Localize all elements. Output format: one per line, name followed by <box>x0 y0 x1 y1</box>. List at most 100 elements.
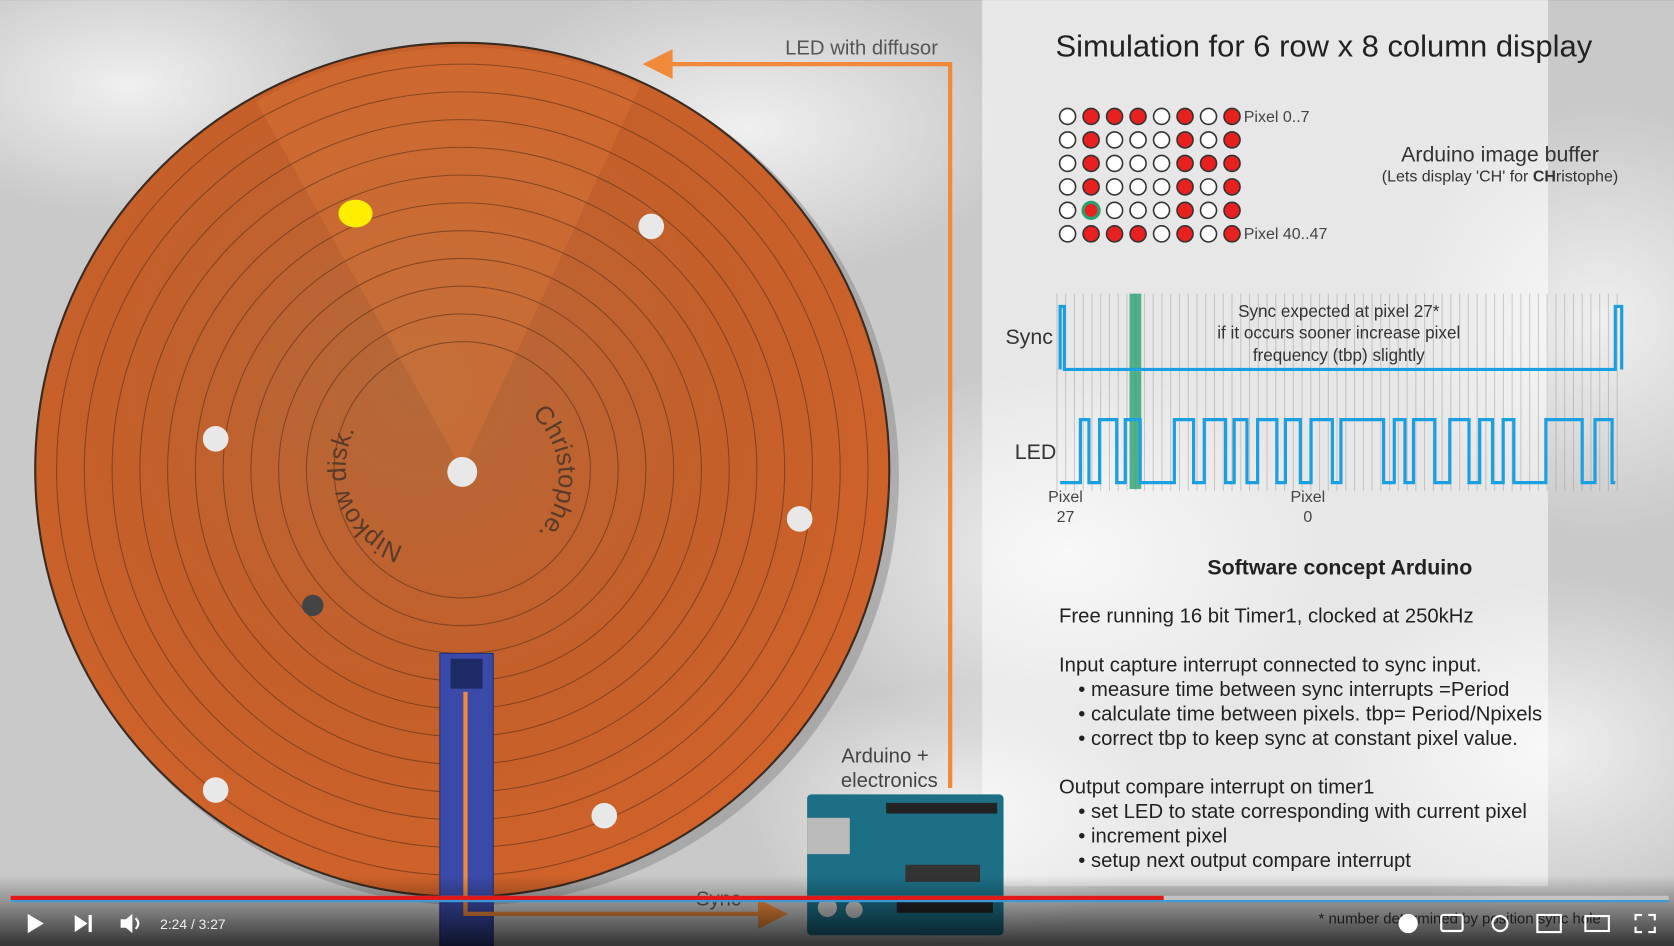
pixel <box>1129 225 1147 243</box>
pixel-marker: Pixel <box>1048 489 1083 506</box>
sensor-head <box>450 658 483 689</box>
pixel <box>1082 178 1100 196</box>
pixel-label: Pixel 0..7 <box>1244 109 1310 126</box>
pixel <box>1129 154 1147 173</box>
pixel <box>1152 131 1171 149</box>
pixel-label: Pixel 40..47 <box>1244 226 1328 243</box>
pixel <box>1199 201 1218 220</box>
led-wave <box>1060 418 1616 485</box>
pixel <box>1223 201 1241 220</box>
pixel-slots <box>1056 293 1618 492</box>
text-line: Output compare interrupt on timer1 <box>1059 776 1374 798</box>
arrow-head <box>642 49 673 80</box>
bullet: • measure time between sync interrupts =… <box>1078 679 1509 701</box>
led-label: LED <box>1015 440 1057 464</box>
pixel <box>1176 154 1194 173</box>
pixel <box>1105 107 1124 126</box>
pixel <box>1223 178 1241 196</box>
bullet: • set LED to state corresponding with cu… <box>1078 801 1527 823</box>
pixel <box>1152 201 1171 220</box>
pixel <box>1058 154 1077 173</box>
text-panel <box>982 0 1549 887</box>
pixel <box>1058 225 1077 243</box>
pixel <box>1152 107 1171 126</box>
fullscreen-button[interactable] <box>1634 913 1656 934</box>
miniplayer-button[interactable] <box>1536 913 1562 934</box>
pixel <box>1105 154 1124 173</box>
sync-note: if it occurs sooner increase pixel <box>1217 323 1460 342</box>
subtitle-part: (Lets display 'CH' for <box>1382 169 1533 186</box>
progress-buffered <box>10 900 1669 903</box>
progress-played[interactable] <box>10 895 1164 901</box>
led-spot <box>338 199 373 228</box>
disk-ring <box>305 313 619 627</box>
pixel <box>1199 225 1218 243</box>
pixel <box>1082 154 1100 173</box>
pixel <box>1105 225 1124 243</box>
pixel-marker: Pixel <box>1290 489 1325 506</box>
sync-label: Sync <box>1005 325 1053 349</box>
pixel <box>1152 154 1171 173</box>
pixel <box>1176 201 1194 220</box>
pixel <box>1223 131 1241 149</box>
pixel <box>1223 225 1241 243</box>
play-button[interactable] <box>27 913 44 934</box>
pixel <box>1058 201 1077 220</box>
arduino-label: electronics <box>841 770 938 792</box>
theater-button[interactable] <box>1584 914 1610 933</box>
pixel <box>1058 131 1077 149</box>
text-line: Free running 16 bit Timer1, clocked at 2… <box>1059 605 1474 627</box>
pixel <box>1223 154 1241 173</box>
disk-ring <box>333 341 591 599</box>
pixel <box>1129 107 1147 126</box>
pixel <box>1081 200 1101 220</box>
sync-note: Sync expected at pixel 27* <box>1238 302 1440 321</box>
slide-title: Simulation for 6 row x 8 column display <box>1055 29 1592 64</box>
bullet: • correct tbp to keep sync at constant p… <box>1078 728 1518 750</box>
pixel <box>1176 178 1194 196</box>
software-text: Free running 16 bit Timer1, clocked at 2… <box>1059 605 1542 871</box>
pixel <box>1105 201 1124 220</box>
pixel <box>1199 131 1218 149</box>
pixel-buffer <box>1058 107 1241 243</box>
pixel <box>1105 178 1124 196</box>
time-display: 2:24 / 3:27 <box>160 916 226 932</box>
led-diffusor-label: LED with diffusor <box>785 38 938 60</box>
volume-button[interactable] <box>120 913 140 934</box>
autoplay-toggle[interactable] <box>1398 913 1418 934</box>
sync-wave <box>1058 304 1624 372</box>
pixel <box>1082 131 1100 149</box>
pixel <box>1082 225 1100 243</box>
pixel <box>1105 131 1124 149</box>
pixel <box>1176 225 1194 243</box>
subtitle-part: ristophe) <box>1556 169 1618 186</box>
pixel <box>1082 107 1100 126</box>
next-button[interactable] <box>74 914 92 933</box>
pixel <box>1152 225 1171 243</box>
pixel <box>1199 178 1218 196</box>
pixel <box>1058 107 1077 126</box>
bullet: • calculate time between pixels. tbp= Pe… <box>1078 704 1542 726</box>
bullet: • increment pixel <box>1078 825 1227 847</box>
led-wire <box>670 61 953 788</box>
disk-holes <box>202 213 813 829</box>
buffer-title: Arduino image buffer <box>1401 142 1599 166</box>
pixel <box>1152 178 1171 196</box>
controls-gradient <box>0 875 1674 946</box>
pixel <box>1199 154 1218 173</box>
pixel <box>1129 201 1147 220</box>
buffer-subtitle: (Lets display 'CH' for CHristophe) <box>1382 169 1618 186</box>
pixel <box>1223 107 1241 126</box>
sync-marker <box>1129 293 1142 490</box>
pixel <box>1176 107 1194 126</box>
subtitle-part: CH <box>1533 169 1556 186</box>
arduino-label: Arduino + <box>841 745 928 767</box>
settings-button[interactable] <box>1491 914 1509 933</box>
pixel <box>1129 131 1147 149</box>
bullet: • setup next output compare interrupt <box>1078 850 1411 872</box>
pixel <box>1176 131 1194 149</box>
pixel <box>1129 178 1147 196</box>
captions-button[interactable] <box>1440 913 1464 933</box>
pixel <box>1058 178 1077 196</box>
